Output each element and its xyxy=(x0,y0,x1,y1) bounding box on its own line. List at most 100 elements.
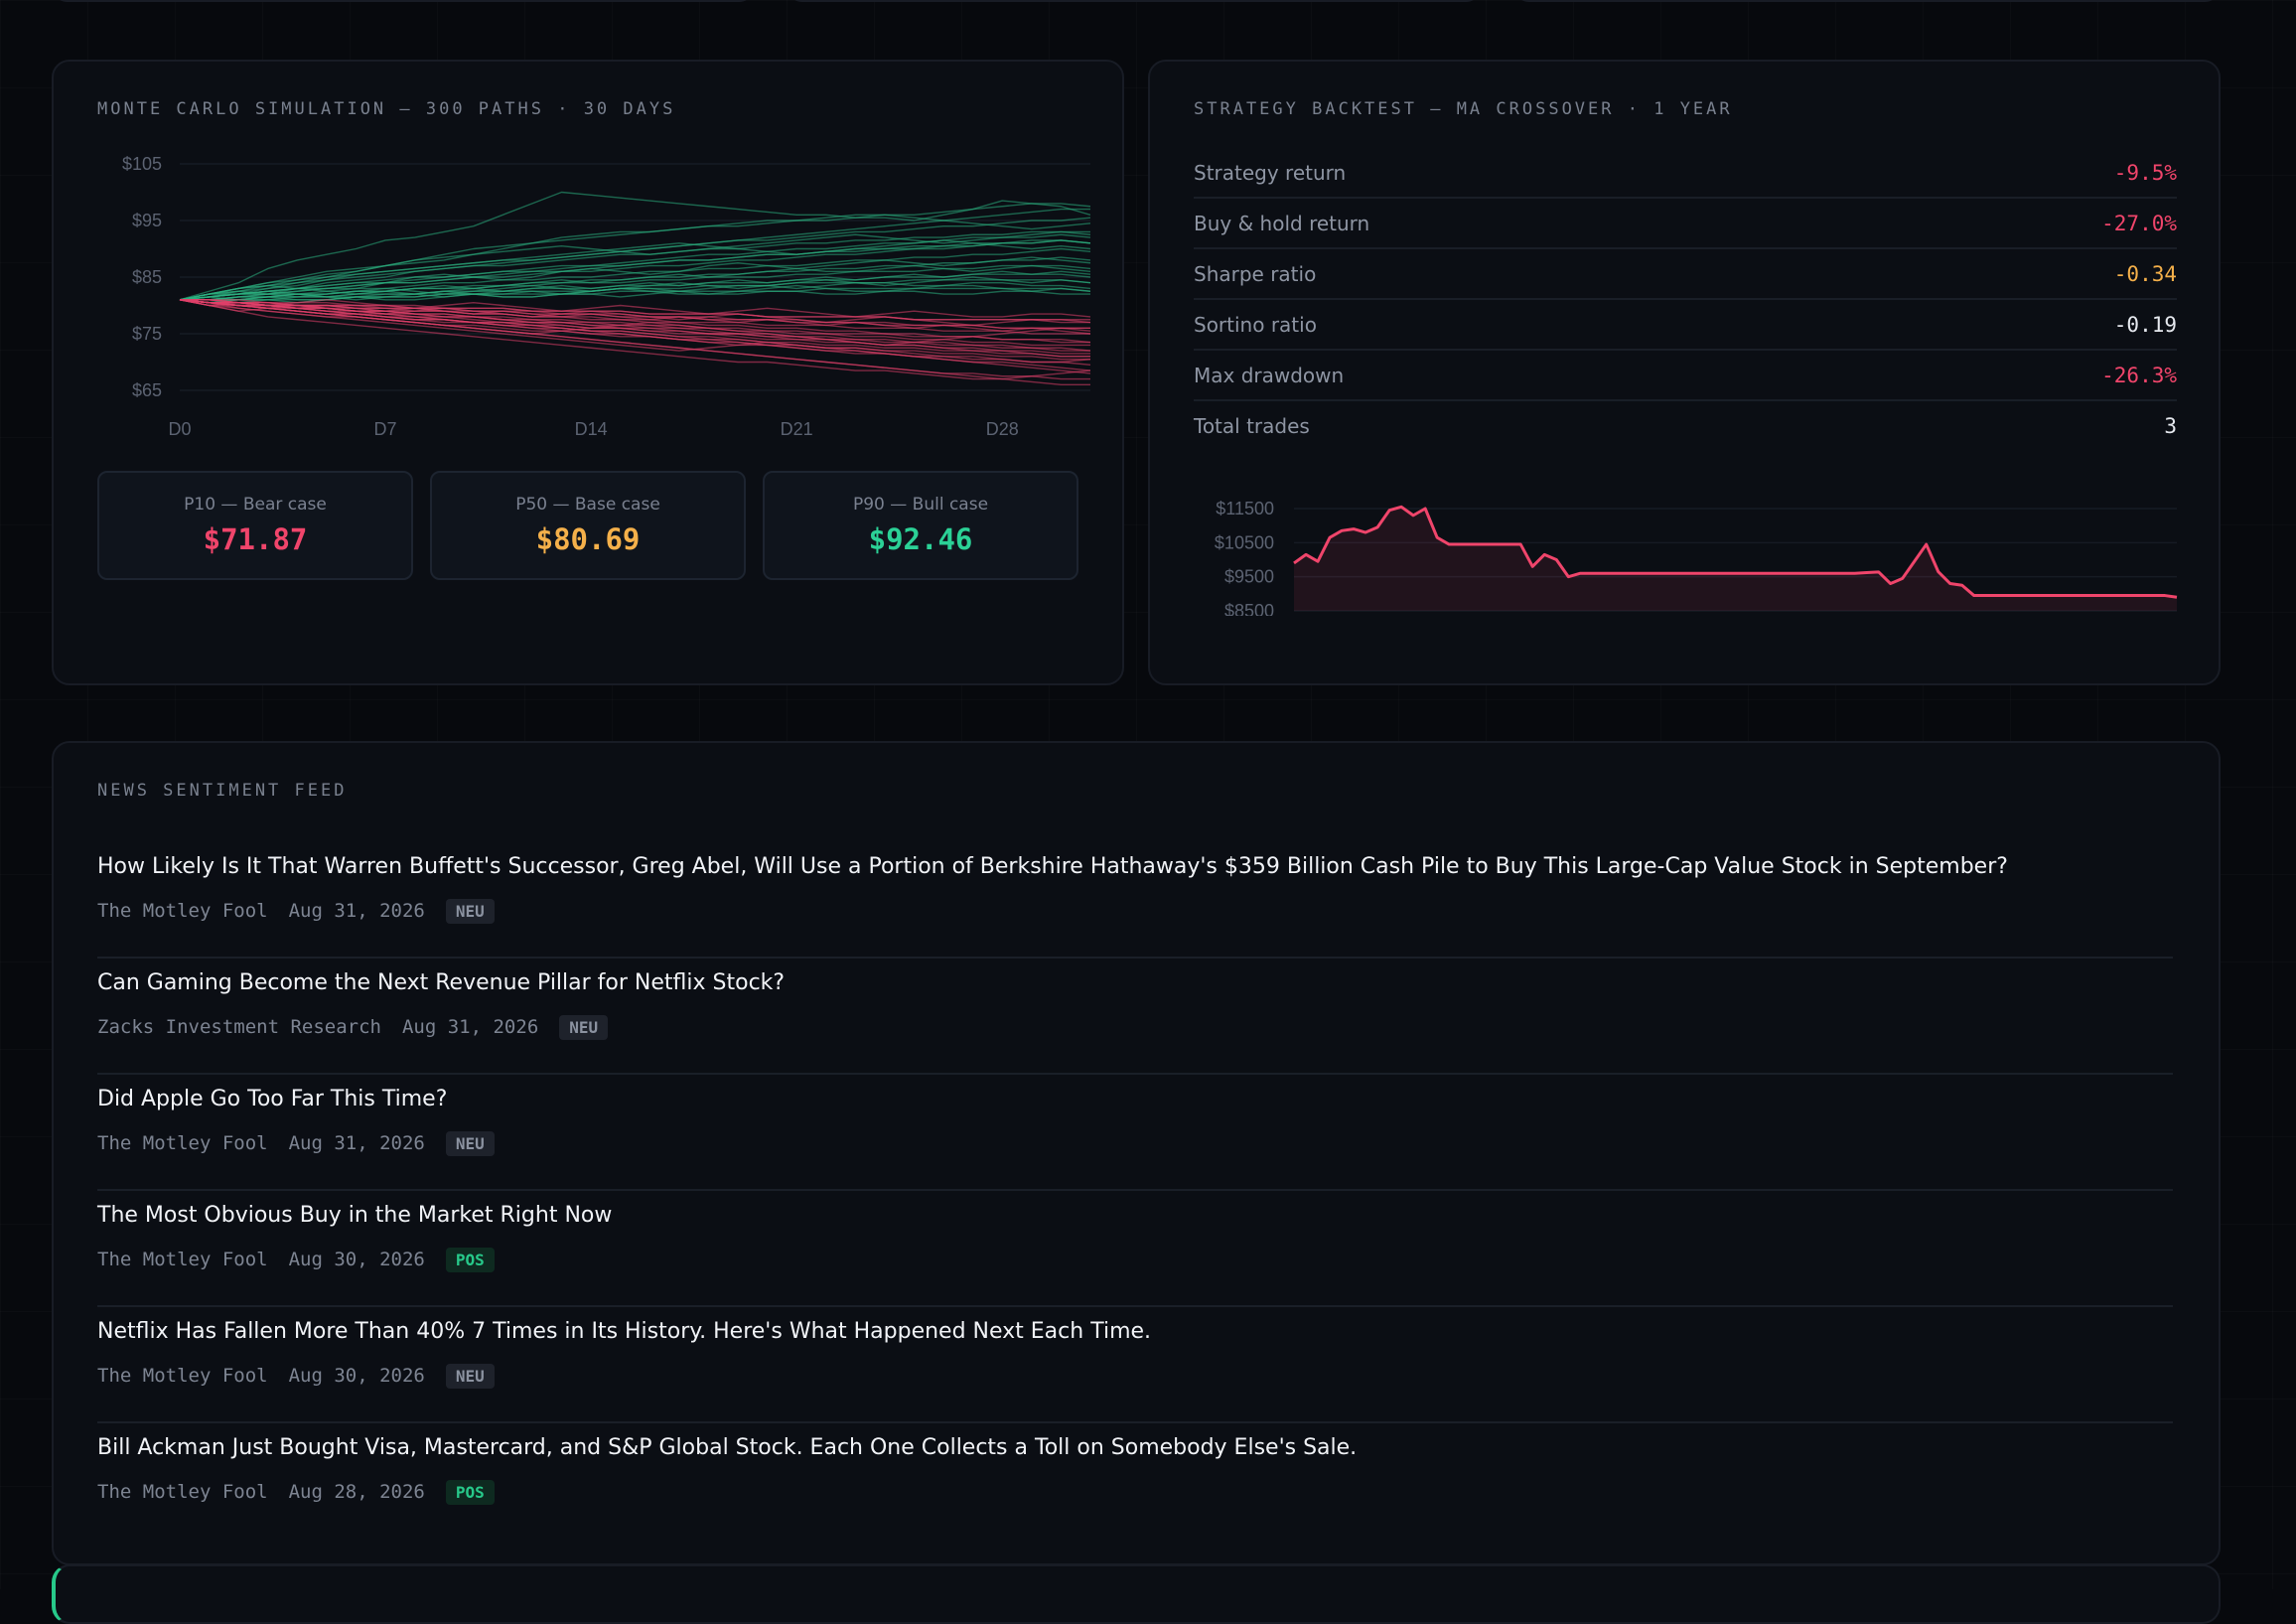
simulation-path xyxy=(179,299,1090,335)
news-item[interactable]: The Most Obvious Buy in the Market Right… xyxy=(97,1191,2173,1307)
stat-row-strategy-return: Strategy return -9.5% xyxy=(1194,149,2177,199)
news-headline[interactable]: Netflix Has Fallen More Than 40% 7 Times… xyxy=(97,1319,1152,1344)
news-meta: The Motley Fool Aug 30, 2026 POS xyxy=(97,1246,495,1273)
simulation-path xyxy=(179,256,1090,301)
news-item[interactable]: Did Apple Go Too Far This Time? The Motl… xyxy=(97,1075,2173,1191)
simulation-path xyxy=(179,299,1090,380)
simulation-path xyxy=(179,191,1090,301)
news-headline[interactable]: How Likely Is It That Warren Buffett's S… xyxy=(97,854,2008,879)
monte-carlo-card: MONTE CARLO SIMULATION — 300 PATHS · 30 … xyxy=(52,60,1124,685)
sentiment-badge: POS xyxy=(445,1247,495,1272)
simulation-path xyxy=(179,264,1090,304)
equity-curve-chart: $11500 $10500 $9500 $8500 xyxy=(1215,499,2178,616)
news-headline[interactable]: Did Apple Go Too Far This Time? xyxy=(97,1087,448,1111)
stat-value: -9.5% xyxy=(2113,161,2177,185)
p10-card: P10 — Bear case $71.87 xyxy=(97,471,413,580)
simulation-path xyxy=(180,287,1090,301)
stat-row-max-drawdown: Max drawdown -26.3% xyxy=(1194,352,2177,401)
sentiment-badge: NEU xyxy=(445,1363,495,1389)
stat-row-buy-hold-return: Buy & hold return -27.0% xyxy=(1194,200,2177,249)
monte-carlo-title: MONTE CARLO SIMULATION — 300 PATHS · 30 … xyxy=(97,99,676,119)
backtest-title: STRATEGY BACKTEST — MA CROSSOVER · 1 YEA… xyxy=(1194,99,1733,119)
backtest-card: STRATEGY BACKTEST — MA CROSSOVER · 1 YEA… xyxy=(1148,60,2221,685)
stat-value: -0.34 xyxy=(2113,262,2177,286)
p50-label: P50 — Base case xyxy=(515,495,660,515)
sentiment-badge: POS xyxy=(445,1479,495,1505)
y-tick-label: $95 xyxy=(132,211,162,230)
news-date: Aug 30, 2026 xyxy=(288,1249,425,1270)
news-source: The Motley Fool xyxy=(97,1132,268,1154)
news-date: Aug 31, 2026 xyxy=(401,1016,539,1038)
news-item[interactable]: Netflix Has Fallen More Than 40% 7 Times… xyxy=(97,1307,2173,1423)
stat-label: Sortino ratio xyxy=(1194,313,1317,337)
p10-label: P10 — Bear case xyxy=(184,495,327,515)
stat-label: Sharpe ratio xyxy=(1194,262,1317,286)
news-date: Aug 30, 2026 xyxy=(288,1365,425,1387)
simulation-path xyxy=(179,239,1090,301)
y-tick-label: $10500 xyxy=(1215,532,1274,552)
p90-card: P90 — Bull case $92.46 xyxy=(763,471,1078,580)
news-source: The Motley Fool xyxy=(97,900,268,922)
simulation-path xyxy=(179,290,1090,304)
sentiment-badge: NEU xyxy=(559,1014,609,1040)
news-meta: The Motley Fool Aug 30, 2026 NEU xyxy=(97,1362,495,1390)
news-meta: The Motley Fool Aug 31, 2026 NEU xyxy=(97,897,495,925)
y-tick-label: $85 xyxy=(132,267,162,287)
stat-row-total-trades: Total trades 3 xyxy=(1194,402,2177,452)
y-tick-label: $75 xyxy=(132,324,162,344)
simulation-path xyxy=(179,299,1090,380)
simulation-path xyxy=(179,299,1090,358)
p10-value: $71.87 xyxy=(203,522,308,556)
news-source: Zacks Investment Research xyxy=(97,1016,381,1038)
top-card-right xyxy=(1513,0,2221,2)
stat-value: -27.0% xyxy=(2101,212,2177,235)
stat-value: -0.19 xyxy=(2113,313,2177,337)
stat-value: -26.3% xyxy=(2101,364,2177,387)
stat-row-sortino-ratio: Sortino ratio -0.19 xyxy=(1194,301,2177,351)
y-tick-label: $11500 xyxy=(1216,499,1274,518)
simulation-path xyxy=(180,299,1090,318)
news-headline[interactable]: The Most Obvious Buy in the Market Right… xyxy=(97,1203,613,1228)
x-tick-label: D14 xyxy=(575,419,608,439)
simulation-path xyxy=(179,233,1090,301)
news-source: The Motley Fool xyxy=(97,1481,268,1503)
y-tick-label: $105 xyxy=(122,154,162,174)
news-item[interactable]: Bill Ackman Just Bought Visa, Mastercard… xyxy=(97,1423,2173,1540)
stat-label: Buy & hold return xyxy=(1194,212,1370,235)
news-source: The Motley Fool xyxy=(97,1249,268,1270)
p90-label: P90 — Bull case xyxy=(852,495,989,515)
simulation-path xyxy=(179,299,1090,374)
news-date: Aug 31, 2026 xyxy=(288,900,425,922)
news-date: Aug 28, 2026 xyxy=(288,1481,425,1503)
p90-value: $92.46 xyxy=(868,522,973,556)
news-meta: Zacks Investment Research Aug 31, 2026 N… xyxy=(97,1013,609,1041)
y-tick-label: $65 xyxy=(132,380,162,400)
news-source: The Motley Fool xyxy=(97,1365,268,1387)
news-meta: The Motley Fool Aug 31, 2026 NEU xyxy=(97,1129,495,1157)
stat-row-sharpe-ratio: Sharpe ratio -0.34 xyxy=(1194,250,2177,300)
simulation-path xyxy=(179,208,1090,301)
next-card-stub xyxy=(52,1564,2221,1624)
x-tick-label: D21 xyxy=(781,419,813,439)
news-item[interactable]: Can Gaming Become the Next Revenue Pilla… xyxy=(97,959,2173,1075)
news-headline[interactable]: Bill Ackman Just Bought Visa, Mastercard… xyxy=(97,1435,1358,1460)
news-sentiment-card: NEWS SENTIMENT FEED How Likely Is It Tha… xyxy=(52,741,2221,1565)
top-card-left xyxy=(52,0,755,2)
stat-label: Max drawdown xyxy=(1194,364,1345,387)
x-tick-label: D0 xyxy=(168,419,191,439)
monte-carlo-chart: $105 $95 $85 $75 $65 D0 D7 D14 D21 D28 xyxy=(122,154,1090,439)
news-headline[interactable]: Can Gaming Become the Next Revenue Pilla… xyxy=(97,970,786,995)
simulation-path xyxy=(179,214,1090,301)
sentiment-badge: NEU xyxy=(445,898,495,924)
stat-label: Strategy return xyxy=(1194,161,1347,185)
simulation-path xyxy=(180,299,1090,324)
stat-value: 3 xyxy=(2164,414,2177,438)
x-tick-label: D7 xyxy=(374,419,397,439)
news-title: NEWS SENTIMENT FEED xyxy=(97,781,348,801)
news-item[interactable]: How Likely Is It That Warren Buffett's S… xyxy=(97,842,2173,959)
news-meta: The Motley Fool Aug 28, 2026 POS xyxy=(97,1478,495,1506)
news-date: Aug 31, 2026 xyxy=(288,1132,425,1154)
y-tick-label: $8500 xyxy=(1224,601,1274,616)
equity-line xyxy=(1293,505,2178,599)
top-card-middle xyxy=(787,0,1482,2)
